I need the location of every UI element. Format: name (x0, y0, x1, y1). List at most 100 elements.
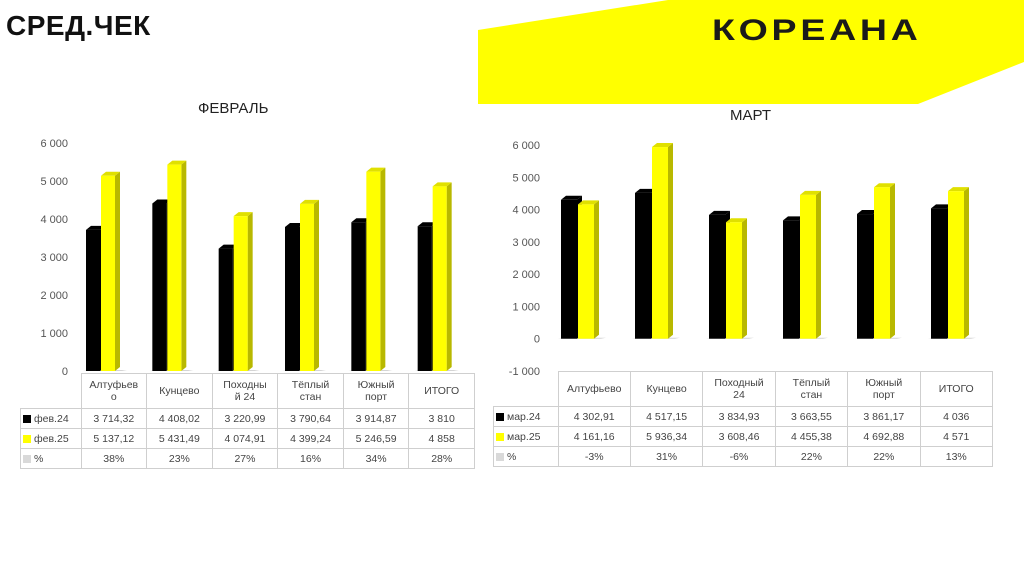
table-cell: 4 692,88 (847, 426, 921, 447)
table-cell: -6% (702, 446, 776, 467)
legend-key-icon (23, 414, 31, 423)
bar-side (873, 210, 878, 339)
brand-logo: КОРЕАНА (712, 14, 922, 47)
category-label: Кунцево (629, 371, 704, 407)
table-cell: 4 858 (408, 428, 475, 449)
chart-title-february: ФЕВРАЛЬ (198, 100, 269, 117)
table-cell: 3 790,64 (277, 408, 344, 429)
bar-floor-shadow (632, 337, 680, 339)
bar-side (314, 199, 319, 371)
bar-side (115, 171, 120, 371)
bar-side (947, 204, 952, 339)
bar-floor-shadow (706, 337, 754, 339)
y-tick-label: 2 000 (40, 290, 68, 302)
bar-top (578, 200, 599, 205)
category-label-line: стан (800, 389, 823, 401)
table-cell: 3 834,93 (702, 406, 776, 427)
bar-top (800, 190, 821, 195)
series-legend: фев.25 (20, 428, 82, 449)
table-row: мар.25 4 161,16 5 936,34 3 608,46 4 455,38 4 … (493, 426, 994, 447)
bar-фев.25 (300, 203, 314, 371)
brand-band (478, 0, 1024, 104)
table-cell: 5 936,34 (629, 426, 704, 447)
table-row: фев.24 3 714,32 4 408,02 3 220,99 3 790,64 3 … (20, 408, 475, 429)
bar-top (709, 210, 730, 215)
bar-side (964, 187, 969, 339)
category-label-line: порт (872, 389, 895, 401)
table-cell: 16% (277, 448, 344, 469)
bar-top (948, 187, 969, 192)
category-label: ИТОГО (408, 373, 475, 409)
bar-фев.25 (101, 175, 115, 371)
page-title: СРЕД.ЧЕК (6, 10, 151, 41)
chart-february: 0 1 000 2 000 3 000 4 000 5 000 6 000 (40, 138, 459, 378)
bar-side (181, 160, 187, 371)
table-cell: 3 220,99 (211, 408, 279, 429)
table-cell: -3% (557, 446, 631, 467)
legend-key-icon (496, 432, 504, 441)
bar-top (152, 199, 172, 204)
category-label-line: ИТОГО (424, 385, 460, 397)
bar-top (931, 204, 952, 209)
table-cell: 38% (80, 448, 148, 469)
table-cell: 4 074,91 (211, 428, 279, 449)
series-legend: % (493, 446, 559, 467)
table-row: % -3% 31% -6% 22% 22% 13% (493, 446, 994, 467)
bar-side (725, 210, 730, 339)
table-cell: 22% (774, 446, 849, 467)
category-label: Тёплый стан (277, 373, 344, 409)
series-name: фев.24 (34, 412, 69, 425)
bar-мар.24 (857, 214, 873, 339)
category-label-line: 24 (733, 389, 745, 401)
bar-top (167, 160, 187, 165)
y-tick-label: 4 000 (40, 214, 68, 226)
y-tick-label: 2 000 (512, 269, 540, 281)
category-label: Походный 24 (702, 371, 776, 407)
bar-top (874, 183, 895, 188)
category-label-line: о (110, 391, 117, 403)
bar-мар.24 (561, 199, 577, 339)
legend-key-icon (23, 454, 31, 463)
legend-key-icon (23, 434, 31, 443)
series-legend: % (20, 448, 82, 469)
y-tick-label: 1 000 (512, 301, 540, 313)
bar-side (742, 218, 747, 339)
bar-мар.25 (726, 222, 742, 339)
category-label-line: Походны (223, 379, 267, 391)
bar-фев.24 (285, 226, 299, 371)
series-name: % (34, 452, 44, 465)
y-tick-label: 4 000 (512, 205, 540, 217)
series-name: фев.25 (34, 432, 69, 445)
bar-floor-shadow (558, 337, 606, 339)
y-tick-label: 5 000 (512, 172, 540, 184)
bar-top (652, 143, 673, 148)
series-legend: фев.24 (20, 408, 82, 429)
bar-top (783, 216, 804, 221)
bar-top (432, 182, 452, 187)
table-cell: 3 608,46 (702, 426, 776, 447)
category-label-line: порт (365, 391, 388, 403)
bar-top (218, 244, 238, 249)
table-cell: 3 861,17 (847, 406, 921, 427)
bar-top (351, 218, 371, 223)
category-label-line: Южный (357, 379, 395, 391)
category-label-line: ИТОГО (938, 383, 974, 395)
bar-фев.25 (432, 186, 447, 371)
bar-top (86, 225, 105, 230)
table-cell: 23% (146, 448, 213, 469)
bar-side (577, 195, 582, 339)
table-cell: 4 517,15 (629, 406, 704, 427)
table-cell: 4 399,24 (277, 428, 344, 449)
category-label: Тёплый стан (774, 371, 849, 407)
bar-floor-shadow (854, 337, 902, 339)
category-label: Походны й 24 (211, 373, 279, 409)
category-label-line: стан (299, 391, 322, 403)
bar-top (417, 222, 437, 227)
y-tick-label: 1 000 (40, 328, 68, 340)
y-tick-label: 6 000 (512, 140, 540, 152)
series-legend: мар.24 (493, 406, 559, 427)
category-label-line: Тёплый (291, 379, 330, 391)
table-cell: 22% (847, 446, 921, 467)
table-cell: 4 571 (919, 426, 994, 447)
bar-фев.24 (86, 229, 100, 371)
